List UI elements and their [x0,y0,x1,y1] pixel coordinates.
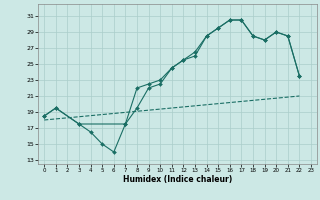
X-axis label: Humidex (Indice chaleur): Humidex (Indice chaleur) [123,175,232,184]
